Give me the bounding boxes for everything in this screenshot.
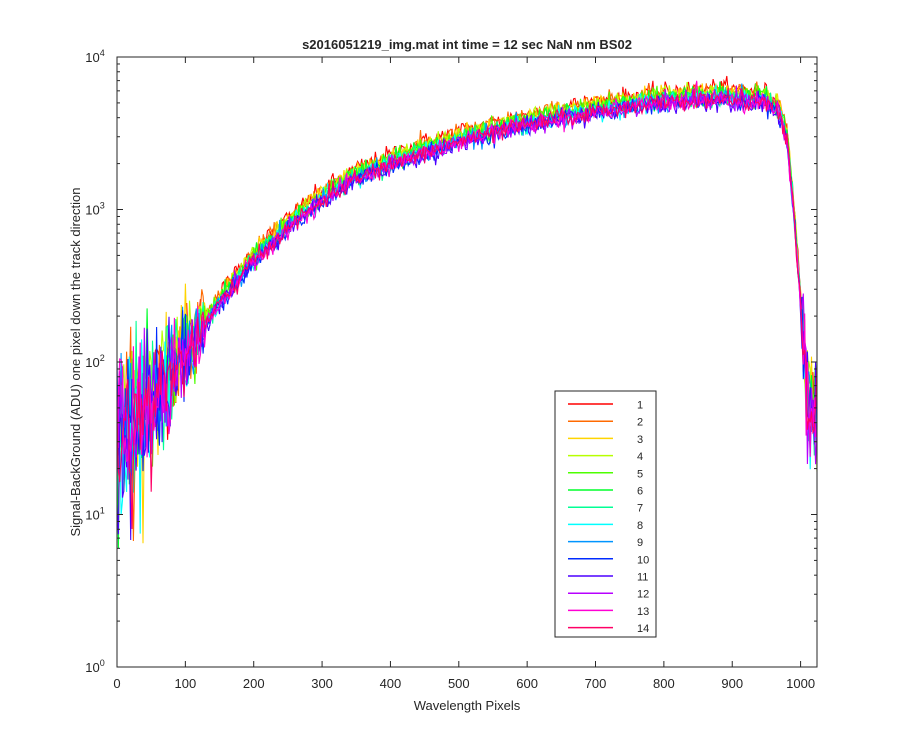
y-tick-label: 102 (85, 353, 104, 370)
chart-title: s2016051219_img.mat int time = 12 sec Na… (302, 37, 632, 52)
y-tick-label: 103 (85, 201, 104, 218)
legend-label-2: 2 (637, 417, 643, 429)
y-tick-label: 101 (85, 506, 104, 523)
legend-label-3: 3 (637, 434, 643, 446)
x-tick-label: 500 (448, 676, 470, 691)
legend-label-12: 12 (637, 589, 649, 601)
y-tick-label: 104 (85, 48, 104, 65)
x-tick-label: 100 (175, 676, 197, 691)
y-tick-label: 100 (85, 658, 104, 675)
series-line-3 (117, 82, 817, 544)
x-tick-label: 900 (721, 676, 743, 691)
series-line-14 (117, 87, 817, 530)
x-tick-label: 600 (516, 676, 538, 691)
series-line-8 (117, 84, 817, 534)
x-axis-label: Wavelength Pixels (414, 698, 521, 713)
legend-label-5: 5 (637, 468, 643, 480)
legend-label-13: 13 (637, 606, 649, 618)
series-line-12 (117, 85, 817, 480)
y-axis-label: Signal-BackGround (ADU) one pixel down t… (68, 187, 83, 536)
x-tick-label: 300 (311, 676, 333, 691)
legend-label-8: 8 (637, 520, 643, 532)
legend-label-7: 7 (637, 503, 643, 515)
series-line-11 (117, 90, 817, 541)
x-tick-label: 800 (653, 676, 675, 691)
legend-label-6: 6 (637, 486, 643, 498)
series-line-2 (117, 81, 817, 542)
legend-label-9: 9 (637, 537, 643, 549)
x-axis: 0 100 200 300 400 500 600 700 800 900 1000 (113, 57, 815, 691)
series-line-6 (117, 81, 817, 549)
legend-box (554, 390, 657, 638)
x-tick-label: 200 (243, 676, 265, 691)
legend-label-1: 1 (637, 400, 643, 412)
x-tick-label: 700 (585, 676, 607, 691)
x-tick-label: 400 (380, 676, 402, 691)
legend-label-4: 4 (637, 451, 643, 463)
legend-label-11: 11 (637, 572, 648, 584)
legend-label-10: 10 (637, 554, 649, 566)
legend-label-14: 14 (637, 623, 649, 635)
x-tick-label: 1000 (786, 676, 815, 691)
x-tick-label: 0 (113, 676, 120, 691)
series-layer (117, 75, 817, 549)
